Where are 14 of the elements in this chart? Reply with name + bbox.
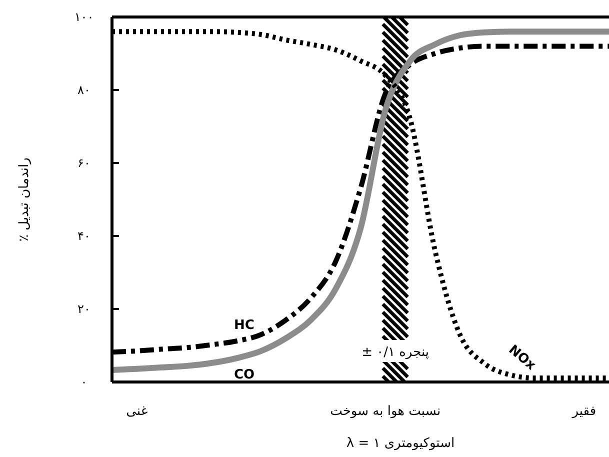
y-tick-label: ۸۰ bbox=[78, 83, 90, 97]
x-tick-label: غنی bbox=[126, 404, 148, 419]
series-label: HC bbox=[234, 318, 254, 334]
y-tick-label: ۱۰۰ bbox=[74, 10, 94, 24]
y-axis-title: راندمان تبدیل ٪ bbox=[17, 158, 32, 242]
y-tick-label: ۶۰ bbox=[78, 156, 90, 170]
annotation: پنجره ۰/۱ ± bbox=[362, 345, 430, 360]
x-tick-label: فقیر bbox=[571, 404, 596, 419]
x-axis-title: استوکیومتری λ = ۱ bbox=[346, 436, 455, 451]
x-tick-label: نسبت هوا به سوخت bbox=[330, 404, 441, 419]
y-tick-label: ۲۰ bbox=[78, 302, 90, 316]
series-label: CO bbox=[234, 367, 255, 382]
y-tick-label: ۴۰ bbox=[78, 229, 90, 243]
y-tick-label: ۰ bbox=[80, 375, 88, 389]
